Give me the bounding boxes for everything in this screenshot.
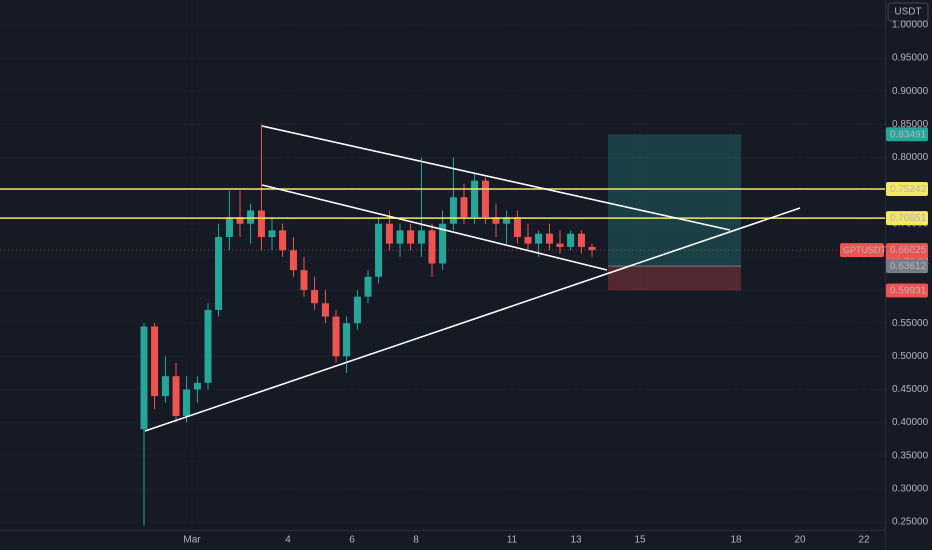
candle-body (268, 230, 276, 237)
price-tag-label: 0.70851 (890, 213, 927, 224)
candle-body (364, 276, 372, 297)
trend-line (144, 207, 801, 432)
price-tag (886, 127, 928, 142)
candle-body (567, 233, 575, 247)
price-tag (886, 259, 928, 274)
x-tick-label: 15 (634, 535, 646, 546)
candle-body (161, 376, 169, 397)
x-tick-label: 13 (570, 535, 582, 546)
candle-body (481, 180, 489, 218)
y-tick-label: 0.95000 (892, 53, 929, 64)
candle-body (332, 316, 340, 357)
candle-body (385, 223, 393, 244)
candle-body (172, 376, 180, 416)
price-tag-label: 0.63612 (890, 261, 927, 272)
price-tag-label: 0.83491 (890, 129, 927, 140)
candle-body (407, 230, 415, 244)
candle-body (545, 233, 553, 244)
candle-body (535, 233, 543, 244)
candle-body (204, 309, 212, 383)
candle-body (257, 210, 265, 237)
candle-body (471, 180, 479, 218)
trend-line (261, 184, 608, 271)
price-tag-label: 0.59931 (890, 286, 927, 297)
candle-body (428, 230, 436, 264)
y-tick-label: 0.50000 (892, 351, 929, 362)
candle-body (439, 223, 447, 264)
price-tag (886, 283, 928, 298)
candle-body (247, 210, 255, 224)
stop-zone (608, 266, 742, 291)
candle-body (236, 217, 244, 224)
x-tick-label: 11 (507, 535, 518, 546)
candle-body (321, 303, 329, 317)
x-tick-label: 8 (413, 535, 419, 546)
x-tick-label: 4 (285, 535, 291, 546)
candle-body (556, 243, 564, 247)
candle-body (140, 326, 148, 430)
currency: USDT (894, 7, 921, 18)
candle-body (524, 236, 532, 244)
y-tick-label: 1.00000 (892, 19, 929, 30)
candle-body (577, 233, 585, 247)
candle-body (513, 217, 521, 237)
price-tag-label: 0.75242 (890, 184, 927, 195)
currency-box[interactable] (887, 2, 929, 22)
y-tick-label: 0.90000 (892, 86, 929, 97)
y-tick-label: 0.80000 (892, 152, 929, 163)
y-tick-label: 0.45000 (892, 384, 929, 395)
x-tick-label: 22 (858, 535, 870, 546)
candle-body (375, 223, 383, 277)
y-tick-label: 0.55000 (892, 318, 929, 329)
y-tick-label: 0.85000 (892, 119, 929, 130)
y-tick-label: 0.25000 (892, 517, 929, 528)
candle-body (225, 217, 233, 237)
candle-body (449, 197, 457, 224)
candle-body (460, 197, 468, 218)
y-tick-label: 0.35000 (892, 450, 929, 461)
candle-body (300, 270, 308, 291)
symbol-tag (840, 243, 884, 258)
trend-line (261, 125, 731, 231)
candle-body (215, 236, 223, 310)
candle-body (311, 290, 319, 304)
x-tick-label: 6 (349, 535, 355, 546)
candle-body (588, 246, 596, 251)
target-zone (608, 134, 742, 267)
candle-body (343, 323, 351, 357)
candle-body (193, 382, 201, 390)
candle-body (151, 326, 159, 397)
candle-body (503, 217, 511, 224)
price-tag (886, 181, 928, 196)
candle-body (417, 230, 425, 244)
price-tag-label: 0.66025 (890, 245, 927, 256)
price-tag (886, 211, 928, 226)
candle-body (396, 230, 404, 244)
x-tick-label: Mar (183, 535, 201, 546)
candle-body (353, 296, 361, 324)
candle-body (289, 250, 297, 271)
candle-body (279, 230, 287, 251)
x-tick-label: 20 (794, 535, 806, 546)
x-tick-label: 18 (730, 535, 742, 546)
candle-body (492, 217, 500, 224)
candle-body (183, 389, 191, 416)
symbol-label: GPTUSDT (843, 245, 887, 255)
y-tick-label: 0.40000 (892, 417, 929, 428)
y-tick-label: 0.30000 (892, 484, 929, 495)
